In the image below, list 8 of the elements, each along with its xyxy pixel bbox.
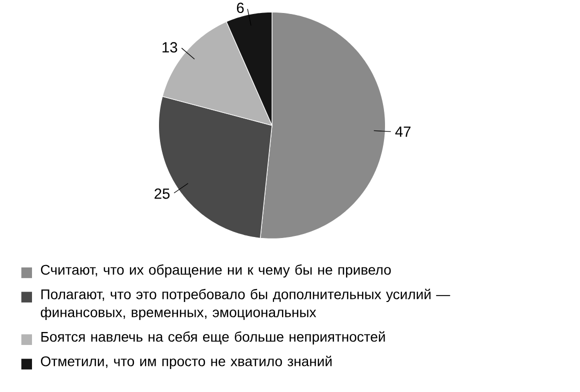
legend-label: Полагают, что это потребовало бы дополнительных усилий — финансовых, временных, эмоциональных: [40, 288, 450, 320]
legend-label: Считают, что их обращение ни к чему бы не привело: [40, 264, 391, 278]
data-label: 6: [236, 2, 244, 14]
legend-label: Боятся навлечь на себя еще больше неприятностей: [41, 331, 385, 344]
data-label: 25: [154, 188, 170, 199]
legend-label: Отметили, что им просто не хватило знаний: [40, 356, 332, 369]
data-label: 13: [162, 42, 178, 52]
data-label: 47: [395, 126, 410, 137]
